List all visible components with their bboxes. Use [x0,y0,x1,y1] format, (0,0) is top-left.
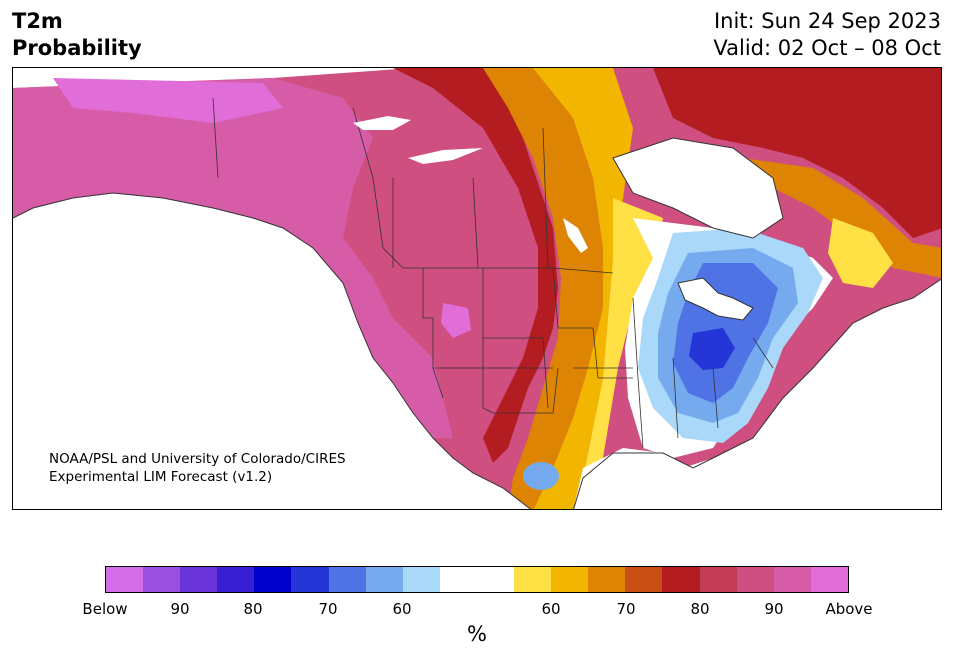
colorbar-tick-label: 70 [318,600,338,618]
region-above-90-west [13,78,453,438]
region-above-max-rockies [441,303,471,338]
credit-line2: Experimental LIM Forecast (v1.2) [49,469,273,485]
colorbar-tick-label: 60 [392,600,412,618]
colorbar-unit: % [467,622,487,646]
colorbar-tick-label: 60 [541,600,561,618]
colorbar-tick-label: 90 [764,600,784,618]
map-svg [13,68,941,509]
gulf-of-mexico [573,448,713,509]
region-below-80 [689,328,735,370]
colorbar-swatch [106,567,144,592]
region-above-max-alaska [53,78,283,123]
colorbar-swatch [588,567,626,592]
colorbar-swatch [328,567,366,592]
region-above-50-east-coast [828,218,893,288]
colorbar-swatch [625,567,663,592]
colorbar-swatch [514,567,552,592]
colorbar-tick-label: 90 [170,600,190,618]
colorbar-swatch [551,567,589,592]
map-title: T2m Probability [12,8,142,62]
region-above-50-band [573,198,663,509]
colorbar-swatch [217,567,255,592]
colorbar-swatch [254,567,292,592]
colorbar-swatch [180,567,218,592]
colorbar-swatch [143,567,181,592]
great-slave-lake [408,148,483,164]
colorbar-swatch [402,567,440,592]
colorbar-swatch [736,567,774,592]
colorbar-tick-label: 70 [616,600,636,618]
forecast-dates: Init: Sun 24 Sep 2023 Valid: 02 Oct – 08… [713,8,941,62]
political-boundaries [212,97,774,449]
coastline [13,192,941,509]
colorbar [105,566,849,593]
colorbar-swatch [699,567,737,592]
colorbar-swatch [365,567,403,592]
probability-map [12,67,942,510]
colorbar-swatch [291,567,329,592]
init-date: Init: Sun 24 Sep 2023 [713,9,941,33]
map-title-line1: T2m [12,9,63,33]
hudson-bay [612,137,784,239]
great-bear-lake [353,116,411,130]
colorbar-tick-label: 80 [690,600,710,618]
mexico-cool-spot [523,462,559,490]
great-lakes [677,277,754,321]
valid-range: Valid: 02 Oct – 08 Oct [713,36,941,60]
region-above-60-band [483,68,603,509]
credit-text: NOAA/PSL and University of Colorado/CIRE… [49,450,346,486]
colorbar-swatch [662,567,700,592]
colorbar-swatch [773,567,811,592]
colorbar-swatch [476,567,515,592]
colorbar-swatch [810,567,848,592]
region-above-60-northeast [743,158,941,278]
lake-winnipeg [563,218,588,253]
colorbar-tick-label: Above [825,600,873,618]
colorbar-tick-label: 80 [243,600,263,618]
region-above-55-band [533,68,633,509]
region-above-70-northeast [653,68,941,238]
region-above-70-band [393,68,558,463]
pacific-ocean [13,193,531,509]
credit-line1: NOAA/PSL and University of Colorado/CIRE… [49,451,346,467]
colorbar-tick-label: Below [82,600,128,618]
atlantic-ocean [703,279,941,509]
map-title-line2: Probability [12,36,142,60]
colorbar-swatch [439,567,477,592]
